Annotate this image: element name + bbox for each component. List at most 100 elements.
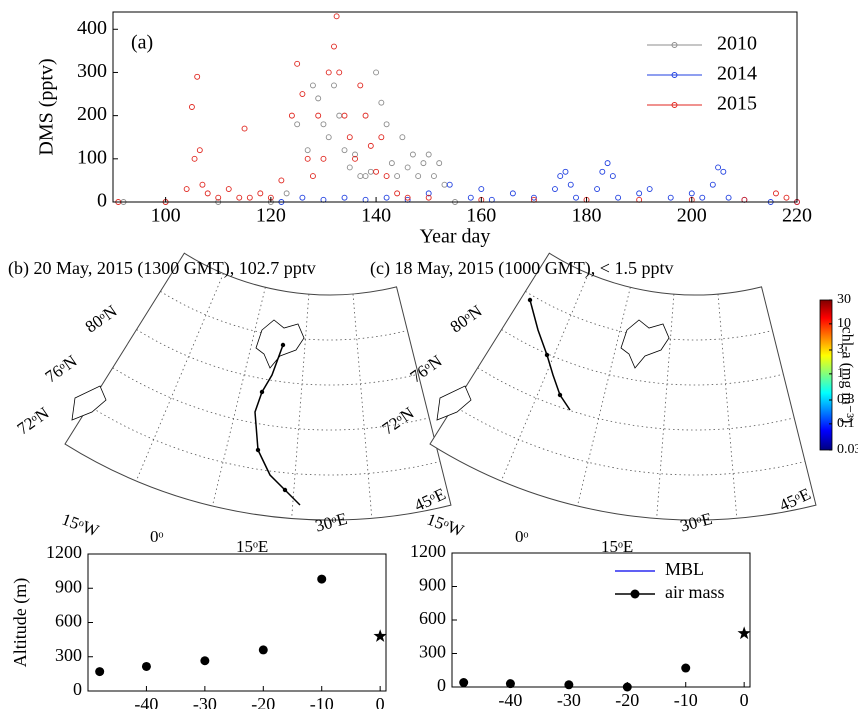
- graticule: [135, 273, 224, 482]
- data-point: [278, 177, 285, 184]
- data-point: [257, 190, 264, 197]
- data-point: [425, 190, 432, 197]
- graticule: [500, 273, 589, 482]
- x-tick-label: 220: [782, 205, 812, 227]
- panel-label: (a): [131, 32, 153, 54]
- legend-label: 2010: [717, 33, 757, 55]
- data-point: [404, 194, 411, 201]
- trajectory-point: [280, 342, 286, 348]
- data-point: [225, 186, 232, 192]
- data-point: [609, 173, 616, 180]
- data-point: [309, 173, 316, 180]
- data-point: [241, 125, 248, 132]
- colorbar-tick-label: 0.1: [837, 416, 855, 431]
- data-point: [204, 190, 211, 197]
- x-tick-label: 120: [256, 205, 286, 227]
- x-tick-label: 180: [572, 205, 602, 227]
- data-point: [95, 667, 105, 677]
- data-point: [436, 160, 443, 167]
- trajectory-point: [557, 392, 563, 398]
- y-tick-label: 100: [77, 146, 107, 168]
- y-tick-label: 400: [77, 17, 107, 39]
- legend-marker: [671, 102, 678, 108]
- data-point: [646, 186, 653, 192]
- map-label: 80ᵒN: [447, 301, 486, 336]
- data-point: [288, 112, 295, 119]
- graticule: [291, 294, 310, 519]
- data-point: [336, 69, 343, 76]
- x-tick-label: -10: [674, 690, 698, 709]
- x-tick-label: -30: [193, 694, 217, 709]
- land: [620, 319, 670, 369]
- panel-title: (c) 18 May, 2015 (1000 GMT), < 1.5 pptv: [370, 258, 673, 279]
- trajectory-point: [544, 352, 550, 358]
- data-point: [699, 194, 706, 201]
- data-point: [667, 194, 674, 201]
- chart: -40-30-20-10003006009001200Time (h)(c) 1…: [370, 258, 751, 709]
- legend-label: 2014: [717, 63, 757, 85]
- legend-marker: [671, 42, 678, 48]
- data-point: [352, 155, 358, 162]
- data-point: [383, 173, 390, 180]
- data-point: [346, 134, 353, 141]
- data-point: [562, 168, 569, 175]
- data-point: [459, 678, 469, 688]
- data-point: [509, 190, 516, 197]
- y-tick-label: 0: [437, 675, 446, 695]
- data-point: [478, 186, 485, 192]
- trajectory-point: [255, 447, 261, 453]
- data-point: [362, 112, 369, 119]
- data-point: [599, 168, 606, 175]
- data-point: [341, 112, 348, 119]
- data-point: [773, 190, 779, 197]
- map: [64, 252, 452, 521]
- y-tick-label: 300: [419, 642, 446, 662]
- map-outline: [64, 252, 452, 521]
- trajectory: [254, 344, 301, 506]
- panel-title: (b) 20 May, 2015 (1300 GMT), 102.7 pptv: [8, 258, 316, 279]
- map-label: 72ᵒN: [14, 403, 53, 438]
- map-label: 80ᵒN: [82, 301, 121, 336]
- data-point: [425, 151, 432, 158]
- data-point: [325, 69, 332, 76]
- x-tick-label: 0: [376, 694, 385, 709]
- end-marker: [737, 626, 751, 640]
- data-point: [383, 121, 390, 128]
- graticule: [212, 287, 266, 507]
- axes-box: [112, 11, 798, 203]
- trajectory-point: [282, 487, 288, 493]
- y-tick-label: 1200: [46, 542, 82, 562]
- colorbar-label: chl-a (mg m⁻³): [838, 327, 855, 424]
- map-label: 15ᵒW: [424, 510, 467, 541]
- trajectory-point: [259, 389, 265, 395]
- y-tick-label: 300: [55, 645, 82, 665]
- x-tick-label: 100: [151, 205, 181, 227]
- data-point: [681, 663, 691, 673]
- data-point: [573, 194, 579, 201]
- data-point: [333, 13, 340, 20]
- data-point: [567, 181, 574, 188]
- data-point: [399, 134, 406, 141]
- x-tick-label: 160: [466, 205, 496, 227]
- data-point: [341, 194, 348, 201]
- colorbar-tick-label: 1: [837, 366, 844, 381]
- map-label: 76ᵒN: [42, 351, 81, 386]
- y-tick-label: 0: [97, 190, 107, 212]
- data-point: [604, 160, 611, 167]
- y-axis-label: DMS (pptv): [36, 58, 58, 155]
- data-point: [299, 91, 306, 97]
- data-point: [362, 173, 369, 180]
- data-point: [409, 151, 416, 158]
- data-point: [378, 134, 385, 141]
- data-point: [196, 147, 203, 154]
- data-point: [415, 173, 422, 180]
- data-point: [352, 151, 358, 158]
- data-point: [188, 104, 195, 110]
- data-point: [320, 121, 327, 128]
- data-point: [425, 194, 432, 201]
- data-point: [467, 194, 474, 201]
- graticule: [717, 294, 738, 519]
- data-point: [304, 155, 311, 162]
- land: [71, 385, 107, 421]
- data-point: [320, 155, 327, 162]
